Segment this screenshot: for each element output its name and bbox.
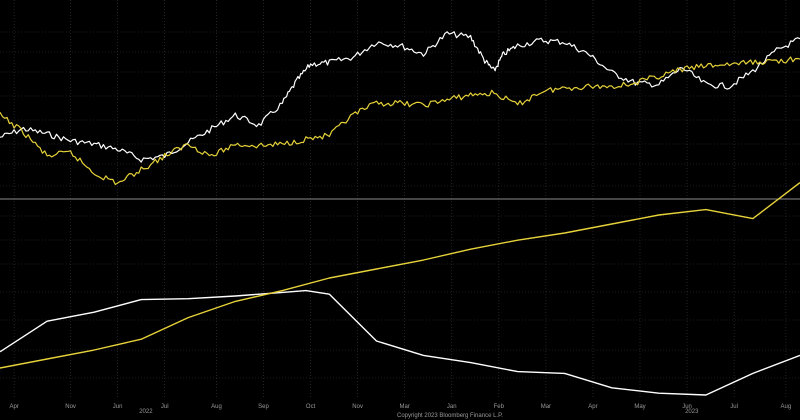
x-tick-label: Apr bbox=[588, 404, 597, 410]
x-tick-label: Feb bbox=[494, 404, 505, 410]
x-tick-label: Sep bbox=[258, 404, 269, 410]
x-tick-label: Jul bbox=[161, 404, 169, 410]
lower-panel bbox=[0, 182, 800, 396]
x-tick-label: May bbox=[634, 404, 645, 410]
upper-series-white-line bbox=[0, 31, 800, 163]
copyright-text: Copyright 2023 Bloomberg Finance L.P. bbox=[397, 413, 503, 419]
x-year-label: 2022 bbox=[139, 409, 153, 415]
x-tick-label: Mar bbox=[541, 404, 551, 410]
x-tick-label: Nov bbox=[65, 404, 76, 410]
x-tick-label: Jan bbox=[447, 404, 457, 410]
x-tick-label: Aug bbox=[211, 404, 222, 410]
upper-panel bbox=[0, 31, 800, 186]
x-tick-label: Apr bbox=[9, 404, 18, 410]
x-axis: Apr Nov Jun Jul Aug Sep Oct Nov Mar Jan Feb Mar Apr M… bbox=[9, 404, 791, 415]
x-tick-label: Jun bbox=[113, 404, 123, 410]
x-year-label: 2023 bbox=[685, 409, 699, 415]
x-tick-label: Nov bbox=[352, 404, 363, 410]
x-tick-label: Mar bbox=[400, 404, 410, 410]
lower-series-yellow-line bbox=[0, 182, 800, 369]
upper-series-yellow-line bbox=[0, 56, 800, 186]
x-tick-label: Jul bbox=[730, 404, 738, 410]
x-tick-label: Aug bbox=[781, 404, 792, 410]
x-tick-label: Oct bbox=[306, 404, 316, 410]
lower-series-white-line bbox=[0, 289, 800, 396]
x-tick-label: Jun bbox=[682, 404, 692, 410]
